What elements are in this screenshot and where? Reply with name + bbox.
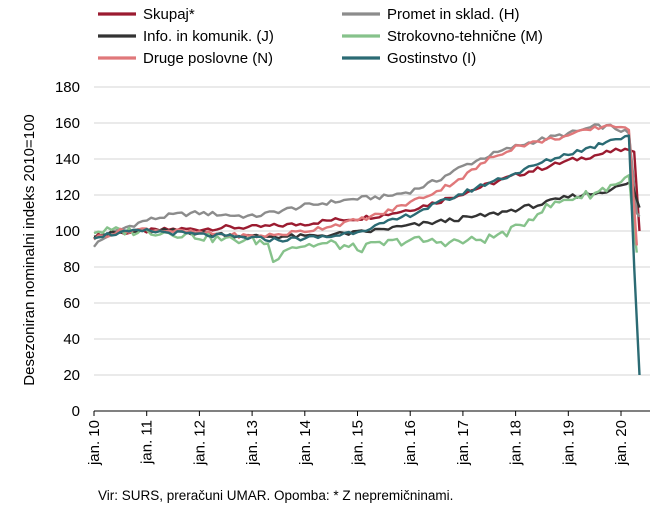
source-footnote: Vir: SURS, preračuni UMAR. Opomba: * Z n… bbox=[98, 488, 454, 503]
y-tick-label: 20 bbox=[63, 367, 80, 384]
axes: 0 20 40 60 80 100 120 140 160 180 jan. 10 jan. 11 ja… bbox=[55, 79, 650, 466]
y-tick-label: 60 bbox=[63, 295, 80, 312]
x-tick-label: jan. 17 bbox=[455, 420, 472, 466]
series-line bbox=[93, 123, 641, 248]
y-tick-label: 100 bbox=[55, 223, 80, 240]
y-tick-label: 180 bbox=[55, 79, 80, 96]
series-line bbox=[93, 124, 638, 246]
series-lines bbox=[93, 123, 641, 376]
y-tick-label: 40 bbox=[63, 331, 80, 348]
y-tick-label: 0 bbox=[72, 403, 80, 420]
legend: Skupaj* Promet in sklad. (H) Info. in komu… bbox=[98, 6, 543, 67]
x-tick-label: jan. 16 bbox=[402, 420, 419, 466]
y-tick-label: 80 bbox=[63, 259, 80, 276]
series-line bbox=[93, 147, 641, 240]
x-tick-label: jan. 18 bbox=[508, 420, 525, 466]
x-tick-label: jan. 14 bbox=[297, 420, 314, 466]
legend-label: Druge poslovne (N) bbox=[143, 50, 273, 67]
y-tick-label: 120 bbox=[55, 187, 80, 204]
x-tick-label: jan. 15 bbox=[350, 420, 367, 466]
legend-label: Info. in komunik. (J) bbox=[143, 28, 274, 45]
y-tick-label: 140 bbox=[55, 151, 80, 168]
series-line bbox=[93, 134, 641, 376]
x-tick-label: jan. 11 bbox=[139, 420, 156, 465]
x-tick-label: jan. 13 bbox=[244, 420, 261, 466]
legend-label: Gostinstvo (I) bbox=[387, 50, 476, 67]
x-tick-label: jan. 20 bbox=[613, 420, 630, 466]
series-line bbox=[93, 174, 638, 264]
y-axis-label: Desezoniran nominalni indeks 2010=100 bbox=[21, 114, 38, 385]
legend-label: Promet in sklad. (H) bbox=[387, 6, 520, 23]
legend-label: Skupaj* bbox=[143, 6, 195, 23]
x-tick-label: jan. 12 bbox=[191, 420, 208, 466]
y-tick-label: 160 bbox=[55, 115, 80, 132]
x-tick-label: jan. 10 bbox=[86, 420, 103, 466]
x-tick-label: jan. 19 bbox=[560, 420, 577, 466]
legend-label: Strokovno-tehnične (M) bbox=[387, 28, 543, 45]
